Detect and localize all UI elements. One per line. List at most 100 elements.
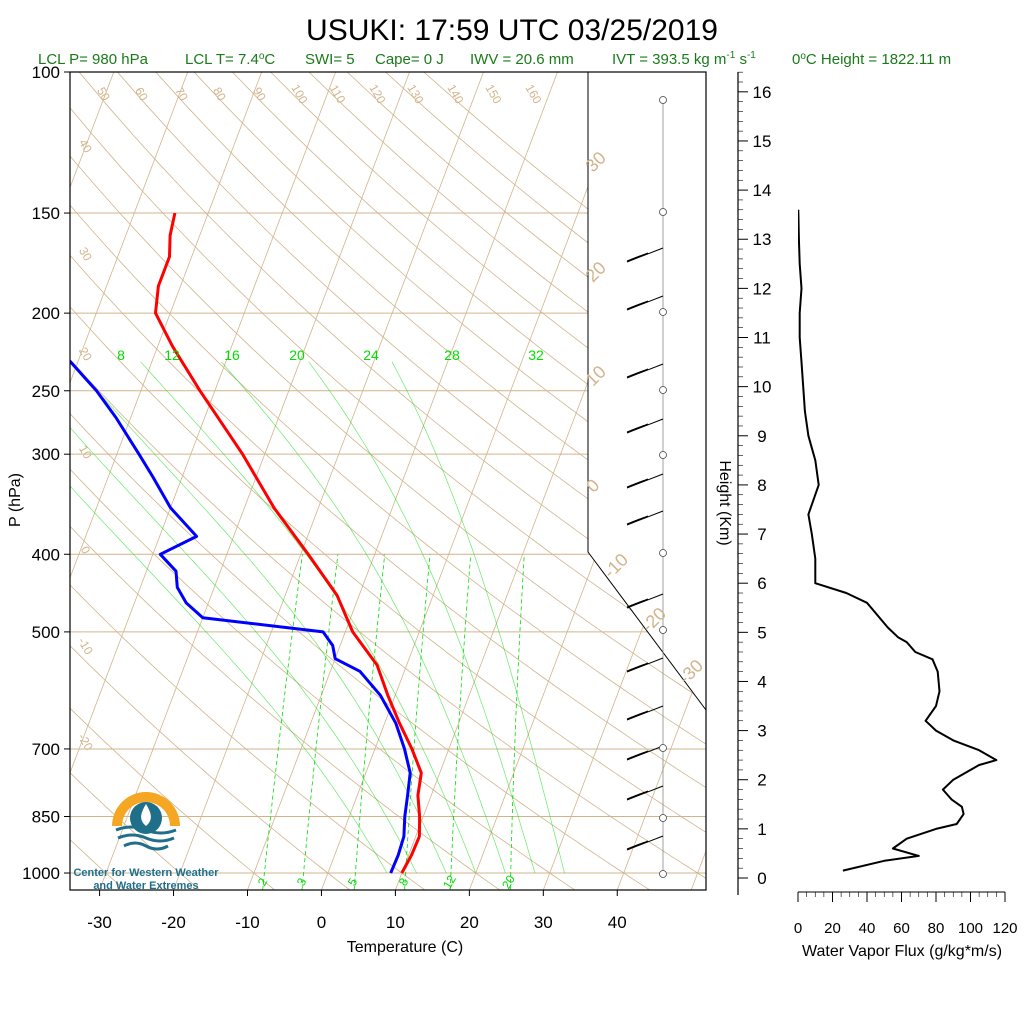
barb-calm-circle bbox=[659, 870, 667, 878]
lcl-t-unit: C bbox=[264, 51, 275, 68]
moist-adiabat-line bbox=[140, 361, 477, 874]
mixing-label-top: 32 bbox=[528, 347, 544, 363]
flux-profile bbox=[798, 209, 998, 872]
height-tick-label: 1 bbox=[757, 820, 766, 839]
temp-tick-label: 30 bbox=[534, 913, 553, 932]
height-tick-label: 9 bbox=[757, 427, 766, 446]
mixing-label-bottom: 8 bbox=[396, 875, 412, 888]
mixing-label-bottom: 5 bbox=[345, 875, 361, 888]
dry-adiabat-line bbox=[70, 645, 351, 890]
temperature-axis-label: Temperature (C) bbox=[347, 939, 463, 956]
barb-calm-circle bbox=[659, 549, 667, 557]
degree-symbol-2: o bbox=[800, 51, 806, 62]
barb-calm-circle bbox=[659, 386, 667, 394]
moist-adiabat-line bbox=[70, 485, 388, 874]
isotherm-line bbox=[616, 654, 706, 890]
height-tick-label: 4 bbox=[757, 672, 766, 691]
moist-adiabat-line bbox=[391, 361, 565, 874]
mixing-ratio-line bbox=[509, 554, 525, 890]
adiabat-label-left: -20 bbox=[75, 731, 96, 753]
sounding-stats: LCL P= 980 hPa LCL T= 7.4oC SWI= 5 Cape=… bbox=[38, 45, 951, 68]
wind-barb bbox=[626, 657, 664, 673]
adiabat-label-top: 100 bbox=[288, 82, 310, 107]
skewt-frame bbox=[69, 71, 707, 891]
dry-adiabat-line bbox=[155, 72, 706, 544]
flux-tick-label: 100 bbox=[958, 920, 983, 937]
mixing-ratio-line bbox=[353, 554, 386, 890]
wind-barb-flag bbox=[634, 598, 649, 605]
wind-barbs bbox=[587, 72, 707, 890]
barb-panel-edge bbox=[587, 72, 707, 711]
height-tick-label: 13 bbox=[753, 230, 772, 249]
lcl-t: LCL T= 7.4 bbox=[185, 51, 259, 68]
isotherm-line bbox=[765, 72, 1024, 890]
temp-tick-label: 10 bbox=[386, 913, 405, 932]
dry-adiabat-line bbox=[70, 358, 706, 879]
cw3e-logo: Center for Western Weather and Water Ext… bbox=[73, 792, 219, 892]
adiabat-label-top: 120 bbox=[366, 82, 388, 107]
adiabat-label-top: 130 bbox=[404, 82, 426, 107]
wind-barb bbox=[626, 247, 664, 263]
pressure-tick-label: 100 bbox=[32, 63, 60, 82]
barb-calm-circle bbox=[659, 626, 667, 634]
mixing-label-top: 12 bbox=[164, 347, 180, 363]
adiabat-label-top: 70 bbox=[172, 85, 191, 104]
logo-sun-arc bbox=[112, 792, 180, 826]
ivt: IVT = 393.5 kg m bbox=[612, 51, 726, 68]
dry-adiabat-line bbox=[70, 468, 576, 890]
mixing-label-top: 28 bbox=[444, 347, 460, 363]
wind-barb bbox=[626, 705, 664, 721]
barb-calm-circle bbox=[659, 814, 667, 822]
mixing-label-top: 20 bbox=[289, 347, 305, 363]
height-tick-label: 6 bbox=[757, 574, 766, 593]
mixing-ratio-line bbox=[262, 554, 303, 890]
iwv: IWV = 20.6 mm bbox=[470, 51, 574, 68]
temperature-profile-line bbox=[154, 212, 423, 874]
adiabat-label-top: 160 bbox=[522, 82, 544, 107]
wind-barb-flag bbox=[634, 840, 649, 847]
wind-barb-flag bbox=[634, 252, 649, 259]
dry-adiabat-line bbox=[70, 525, 501, 890]
height-tick-label: 10 bbox=[753, 378, 772, 397]
flux-tick-label: 0 bbox=[794, 920, 802, 937]
mixing-label-top: 24 bbox=[363, 347, 379, 363]
adiabat-label-left: 10 bbox=[76, 443, 95, 462]
barb-calm-circle bbox=[659, 96, 667, 104]
pressure-tick-label: 300 bbox=[32, 445, 60, 464]
wind-barb-flag bbox=[634, 662, 649, 669]
height-tick-label: 2 bbox=[757, 771, 766, 790]
height-tick-label: 0 bbox=[757, 869, 766, 888]
height-tick-label: 16 bbox=[753, 83, 772, 102]
wind-barb-flag bbox=[634, 300, 649, 307]
chart-title: USUKI: 17:59 UTC 03/25/2019 bbox=[306, 14, 718, 47]
moist-adiabat-line bbox=[308, 361, 536, 874]
dry-adiabat-line bbox=[193, 72, 706, 506]
adiabat-label-top: 60 bbox=[132, 85, 151, 104]
logo-line2: and Water Extremes bbox=[93, 880, 198, 892]
ivt-exp2: -1 bbox=[747, 50, 756, 61]
pressure-tick-label: 850 bbox=[32, 807, 60, 826]
dry-adiabat-line bbox=[70, 107, 706, 662]
barb-calm-circle bbox=[659, 308, 667, 316]
wind-barb bbox=[626, 510, 664, 526]
mixing-label-top: 16 bbox=[224, 347, 240, 363]
pressure-tick-label: 200 bbox=[32, 304, 60, 323]
flux-axis-label: Water Vapor Flux (g/kg*m/s) bbox=[802, 943, 1002, 960]
wind-barb-flag bbox=[634, 750, 649, 757]
flux-tick-label: 120 bbox=[992, 920, 1017, 937]
skewt-background-lines bbox=[70, 72, 1024, 890]
height-tick-label: 14 bbox=[753, 181, 772, 200]
lcl-p: LCL P= 980 hPa bbox=[38, 51, 149, 68]
wind-barb bbox=[626, 785, 664, 801]
isotherm-line bbox=[173, 72, 484, 890]
logo-wave-3 bbox=[123, 841, 169, 851]
mixing-ratio-line bbox=[404, 554, 431, 890]
temp-tick-label: 40 bbox=[608, 913, 627, 932]
barb-panel-mask bbox=[588, 72, 706, 890]
dry-adiabat-line bbox=[70, 413, 651, 890]
flux-tick-label: 40 bbox=[859, 920, 876, 937]
adiabat-label-top: 50 bbox=[94, 85, 113, 104]
mixing-label-bottom: 3 bbox=[294, 875, 310, 888]
temp-tick-label: 20 bbox=[460, 913, 479, 932]
height-tick-label: 5 bbox=[757, 623, 766, 642]
